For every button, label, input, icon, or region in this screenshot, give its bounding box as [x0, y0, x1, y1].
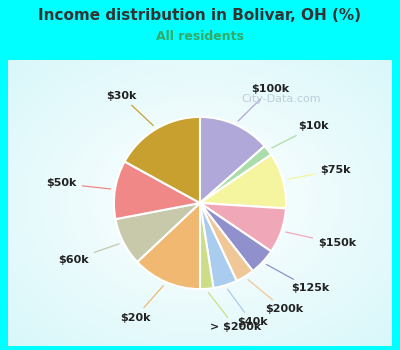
- Text: $150k: $150k: [286, 232, 356, 248]
- Wedge shape: [124, 117, 200, 203]
- Wedge shape: [200, 155, 286, 208]
- Text: $10k: $10k: [272, 121, 329, 148]
- Text: $75k: $75k: [288, 165, 351, 179]
- Text: $40k: $40k: [228, 289, 267, 327]
- Wedge shape: [200, 203, 237, 288]
- Text: Income distribution in Bolivar, OH (%): Income distribution in Bolivar, OH (%): [38, 8, 362, 23]
- Wedge shape: [137, 203, 200, 289]
- Wedge shape: [114, 161, 200, 219]
- Wedge shape: [200, 203, 271, 271]
- Wedge shape: [200, 117, 264, 203]
- Text: $200k: $200k: [248, 280, 303, 314]
- Wedge shape: [200, 203, 253, 281]
- Text: $50k: $50k: [46, 178, 110, 189]
- Text: $125k: $125k: [266, 265, 329, 293]
- Wedge shape: [116, 203, 200, 262]
- Text: All residents: All residents: [156, 30, 244, 43]
- Text: > $200k: > $200k: [208, 293, 261, 332]
- Text: $20k: $20k: [120, 286, 163, 323]
- Text: $100k: $100k: [238, 84, 290, 121]
- Wedge shape: [200, 146, 271, 203]
- Text: City-Data.com: City-Data.com: [241, 94, 320, 104]
- Text: $30k: $30k: [106, 91, 153, 126]
- Wedge shape: [200, 203, 214, 289]
- Wedge shape: [200, 203, 286, 251]
- Text: $60k: $60k: [58, 244, 119, 265]
